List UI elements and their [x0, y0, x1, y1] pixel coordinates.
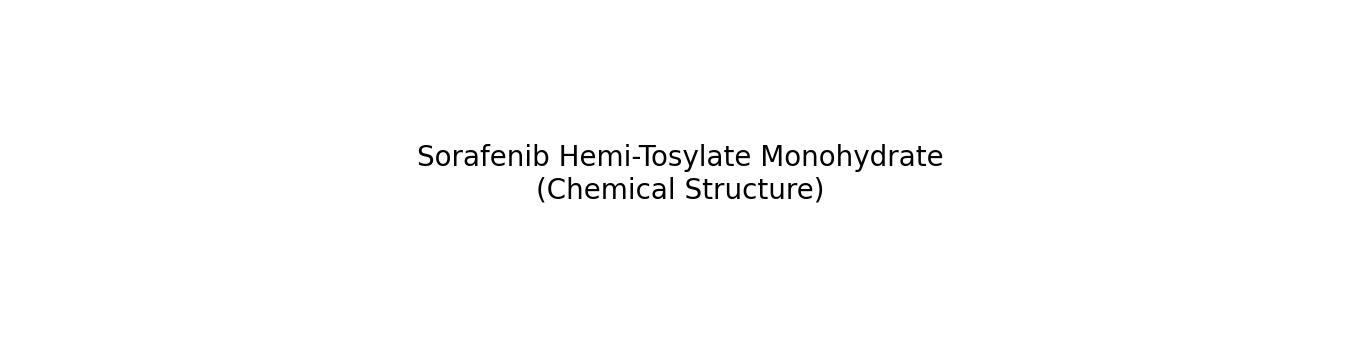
- Text: Sorafenib Hemi-Tosylate Monohydrate
(Chemical Structure): Sorafenib Hemi-Tosylate Monohydrate (Che…: [416, 144, 944, 204]
